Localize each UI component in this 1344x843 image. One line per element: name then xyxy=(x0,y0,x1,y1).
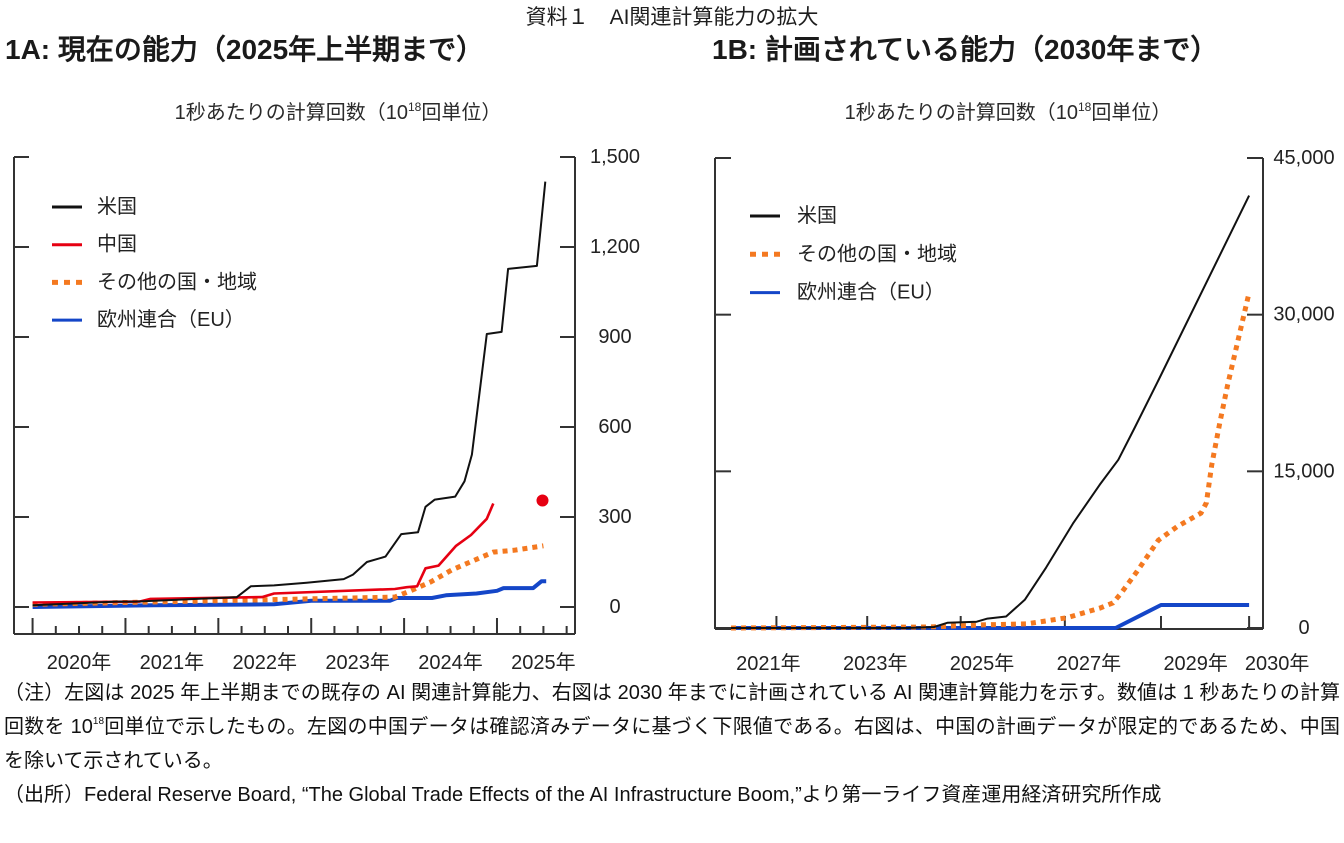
x-tick-label: 2021年 xyxy=(736,652,801,675)
unit-label-prefix: 1秒あたりの計算回数（10 xyxy=(174,102,408,124)
y-tick-label: 1,200 xyxy=(590,236,640,258)
y-tick-label: 900 xyxy=(598,326,631,348)
legend-item-eu: 欧州連合（EU） xyxy=(52,308,245,331)
panel-1b-title: 1B: 計画されている能力（2030年まで） xyxy=(712,34,1219,65)
x-tick-label: 2025年 xyxy=(511,651,576,674)
legend-item-us: 米国 xyxy=(750,204,837,227)
series-line-other-countries xyxy=(730,292,1252,631)
source-text: （出所）Federal Reserve Board, “The Global T… xyxy=(4,784,1162,806)
legend-item-other-countries: その他の国・地域 xyxy=(750,242,957,265)
panel-1b-unit-label: 1秒あたりの計算回数（1018回単位） xyxy=(798,100,1218,126)
legend-item-china: 中国 xyxy=(52,233,137,256)
legend-label: 米国 xyxy=(97,195,137,218)
legend-label: 中国 xyxy=(97,233,137,256)
series-line-other-countries xyxy=(32,543,544,607)
note-exponent: 18 xyxy=(92,716,105,727)
unit-label-exponent: 18 xyxy=(408,100,422,114)
figure-title: 資料１ AI関連計算能力の拡大 xyxy=(525,6,819,29)
x-tick-label: 2029年 xyxy=(1163,652,1228,675)
x-tick-label: 2030年 xyxy=(1245,652,1310,675)
x-tick-label: 2024年 xyxy=(418,651,483,674)
legend-item-us: 米国 xyxy=(52,195,137,218)
x-tick-label: 2021年 xyxy=(140,651,205,674)
unit-label-exponent: 18 xyxy=(1078,100,1092,114)
panel-1a-title: 1A: 現在の能力（2025年上半期まで） xyxy=(5,34,485,65)
y-tick-label: 0 xyxy=(609,596,620,618)
unit-label-prefix: 1秒あたりの計算回数（10 xyxy=(844,102,1078,124)
note-text: （注）左図は 2025 年上半期までの既存の AI 関連計算能力、右図は 203… xyxy=(4,676,1340,778)
y-tick-label: 45,000 xyxy=(1273,147,1334,169)
series-line-us xyxy=(731,195,1250,629)
x-tick-label: 2025年 xyxy=(950,652,1015,675)
x-tick-label: 2027年 xyxy=(1057,652,1122,675)
legend-label: 欧州連合（EU） xyxy=(797,281,945,304)
y-tick-label: 15,000 xyxy=(1273,460,1334,482)
chart-1b-planned-capacity: 0 15,000 30,000 45,000 2021年 2023年 2025年 2027年 2… xyxy=(714,147,1335,675)
x-tick-label: 2020年 xyxy=(47,651,112,674)
figure-notes: （注）左図は 2025 年上半期までの既存の AI 関連計算能力、右図は 203… xyxy=(4,676,1340,812)
legend-label: 欧州連合（EU） xyxy=(97,308,245,331)
china-marker xyxy=(536,494,549,507)
series-line-china xyxy=(32,502,495,604)
legend-item-eu: 欧州連合（EU） xyxy=(750,281,945,304)
legend-label: その他の国・地域 xyxy=(797,242,957,265)
x-tick-label: 2023年 xyxy=(325,651,390,674)
y-tick-label: 30,000 xyxy=(1273,304,1334,326)
series-line-eu xyxy=(731,603,1250,630)
panel-1a-unit-label: 1秒あたりの計算回数（1018回単位） xyxy=(128,100,548,126)
y-tick-label: 1,500 xyxy=(590,146,640,168)
note-part-2: 回単位で示したもの。左図の中国データは確認済みデータに基づく下限値である。右図は… xyxy=(4,716,1340,772)
y-tick-label: 300 xyxy=(598,506,631,528)
x-tick-label: 2023年 xyxy=(843,652,908,675)
series-line-us xyxy=(32,181,547,607)
legend-label: 米国 xyxy=(797,204,837,227)
unit-label-suffix: 回単位） xyxy=(1091,102,1172,124)
y-tick-label: 0 xyxy=(1298,617,1309,639)
unit-label-suffix: 回単位） xyxy=(421,102,502,124)
note-part-1: （注）左図は 2025 年上半期までの既存の AI 関連計算能力、右図は 203… xyxy=(4,682,1340,738)
legend-item-other-countries: その他の国・地域 xyxy=(52,270,257,293)
chart-1a-current-capacity: 0 300 600 900 1,200 1,500 2020年 2021年 2022年 2023年… xyxy=(13,146,640,674)
x-tick-label: 2022年 xyxy=(233,651,298,674)
y-tick-label: 600 xyxy=(598,416,631,438)
series-line-eu xyxy=(32,579,547,609)
legend-label: その他の国・地域 xyxy=(97,270,257,293)
